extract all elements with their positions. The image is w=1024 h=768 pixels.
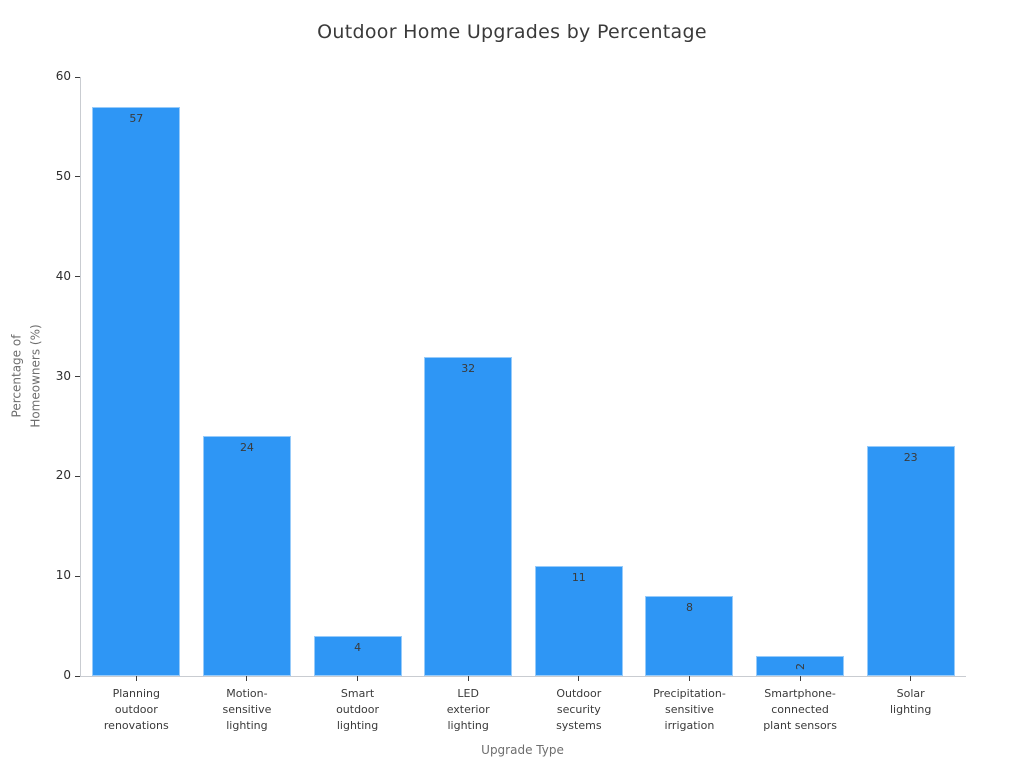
y-tick-mark — [75, 475, 80, 477]
x-tick-mark — [357, 676, 359, 681]
bar-value-label: 2 — [793, 662, 807, 670]
x-tick-mark — [910, 676, 912, 681]
x-tick-label: Smartphone- connected plant sensors — [763, 687, 837, 733]
y-tick-label: 10 — [55, 568, 71, 583]
bar-value-label: 23 — [903, 451, 918, 464]
x-tick-mark — [135, 676, 137, 681]
bar-value-label: 32 — [461, 362, 476, 375]
x-tick-label: Solar lighting — [889, 687, 932, 717]
x-tick-label: Precipitation- sensitive irrigation — [653, 687, 726, 733]
chart-title: Outdoor Home Upgrades by Percentage — [317, 21, 707, 43]
x-tick-label: Smart outdoor lighting — [336, 687, 380, 733]
y-tick-label: 50 — [55, 168, 71, 183]
y-tick-mark — [75, 376, 80, 377]
x-tick-label: LED exterior lighting — [446, 687, 490, 733]
bar-value-label: 11 — [571, 571, 586, 584]
x-tick-label: Motion- sensitive lighting — [222, 687, 272, 733]
y-tick-label: 30 — [55, 368, 71, 383]
y-tick-mark — [75, 276, 80, 278]
bar-value-label: 57 — [129, 112, 144, 125]
y-tick-label: 0 — [63, 668, 71, 682]
plot-area: 0 10 20 30 40 50 60 57 Planning outdoor renovati… — [56, 69, 966, 732]
y-tick-mark — [75, 575, 80, 577]
x-tick-mark — [578, 676, 580, 681]
x-tick-mark — [799, 676, 801, 681]
y-tick-label: 60 — [55, 69, 71, 83]
bar: 57 — [92, 107, 181, 676]
bar-value-label: 24 — [239, 441, 254, 454]
bar: 23 — [866, 446, 955, 676]
y-tick-mark — [75, 76, 80, 78]
bar: 4 — [313, 636, 402, 676]
bar: 11 — [534, 566, 623, 676]
bar-value-label: 4 — [354, 641, 362, 654]
bar: 2 — [756, 656, 845, 676]
y-tick-label: 40 — [55, 268, 71, 283]
x-tick-mark — [688, 676, 690, 681]
y-tick-label: 20 — [55, 468, 71, 483]
x-axis-label: Upgrade Type — [481, 743, 564, 757]
x-tick-mark — [246, 676, 248, 681]
bar-value-label: 8 — [685, 601, 693, 614]
y-tick-mark — [75, 176, 80, 178]
y-tick-mark — [75, 675, 80, 677]
x-tick-label: Planning outdoor renovations — [103, 687, 169, 733]
bar: 8 — [645, 596, 734, 676]
x-tick-label: Outdoor security systems — [556, 687, 602, 733]
bar: 24 — [202, 436, 291, 676]
bar: 32 — [424, 357, 513, 676]
x-tick-mark — [467, 676, 469, 681]
